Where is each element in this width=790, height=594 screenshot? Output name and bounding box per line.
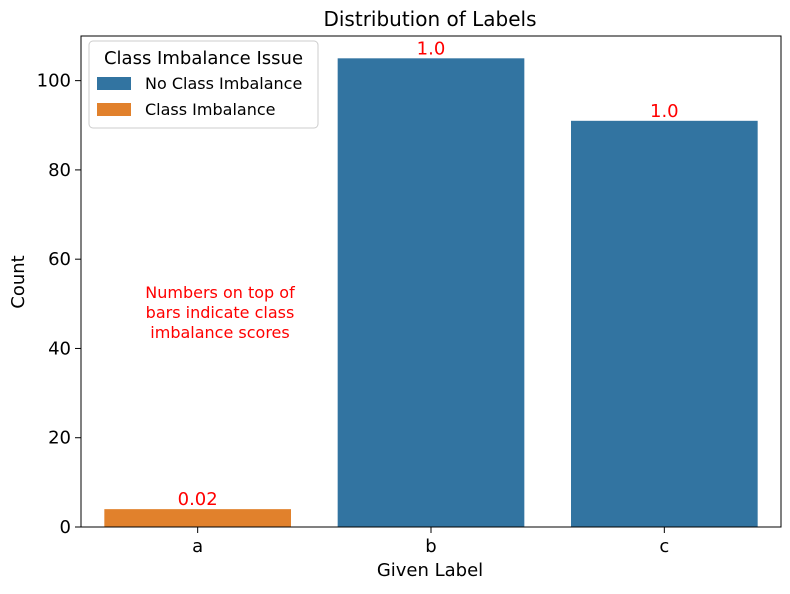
bar-value-label-a: 0.02 — [178, 489, 218, 510]
legend-entry-label: Class Imbalance — [145, 100, 275, 119]
bar-b — [337, 58, 525, 528]
bar-c — [571, 120, 758, 528]
y-tick-label: 0 — [60, 517, 71, 538]
y-tick-label: 80 — [48, 160, 71, 181]
x-tick-label-a: a — [192, 536, 203, 557]
x-axis-label: Given Label — [377, 560, 483, 581]
legend-swatch — [97, 77, 131, 90]
y-axis-label: Count — [8, 255, 29, 308]
bar-labels-layer: 0.02 1.0 1.0 — [178, 38, 679, 510]
plot-frame — [80, 35, 782, 528]
annotation-line: imbalance scores — [150, 323, 289, 342]
annotation-line: Numbers on top of — [145, 283, 295, 302]
bars-layer — [104, 58, 758, 528]
x-tick-label-c: c — [659, 536, 669, 557]
y-tick-label: 40 — [48, 338, 71, 359]
legend: Class Imbalance Issue No Class Imbalance C… — [88, 40, 319, 129]
x-tick-label-b: b — [425, 536, 436, 557]
annotation-line: bars indicate class — [146, 303, 295, 322]
chart-title: Distribution of Labels — [323, 7, 536, 31]
x-axis: a b c — [192, 527, 669, 557]
legend-entry-label: No Class Imbalance — [145, 74, 302, 93]
bar-a — [104, 509, 291, 527]
bar-value-label-b: 1.0 — [417, 38, 446, 59]
y-tick-label: 20 — [48, 428, 71, 449]
y-axis: 0 20 40 60 80 100 — [37, 71, 81, 538]
y-tick-label: 100 — [37, 71, 71, 92]
plot-area — [80, 35, 782, 528]
legend-title: Class Imbalance Issue — [104, 48, 303, 69]
y-tick-label: 60 — [48, 249, 71, 270]
legend-box — [88, 40, 319, 129]
bar-value-label-c: 1.0 — [650, 101, 679, 122]
legend-swatch — [97, 103, 131, 116]
